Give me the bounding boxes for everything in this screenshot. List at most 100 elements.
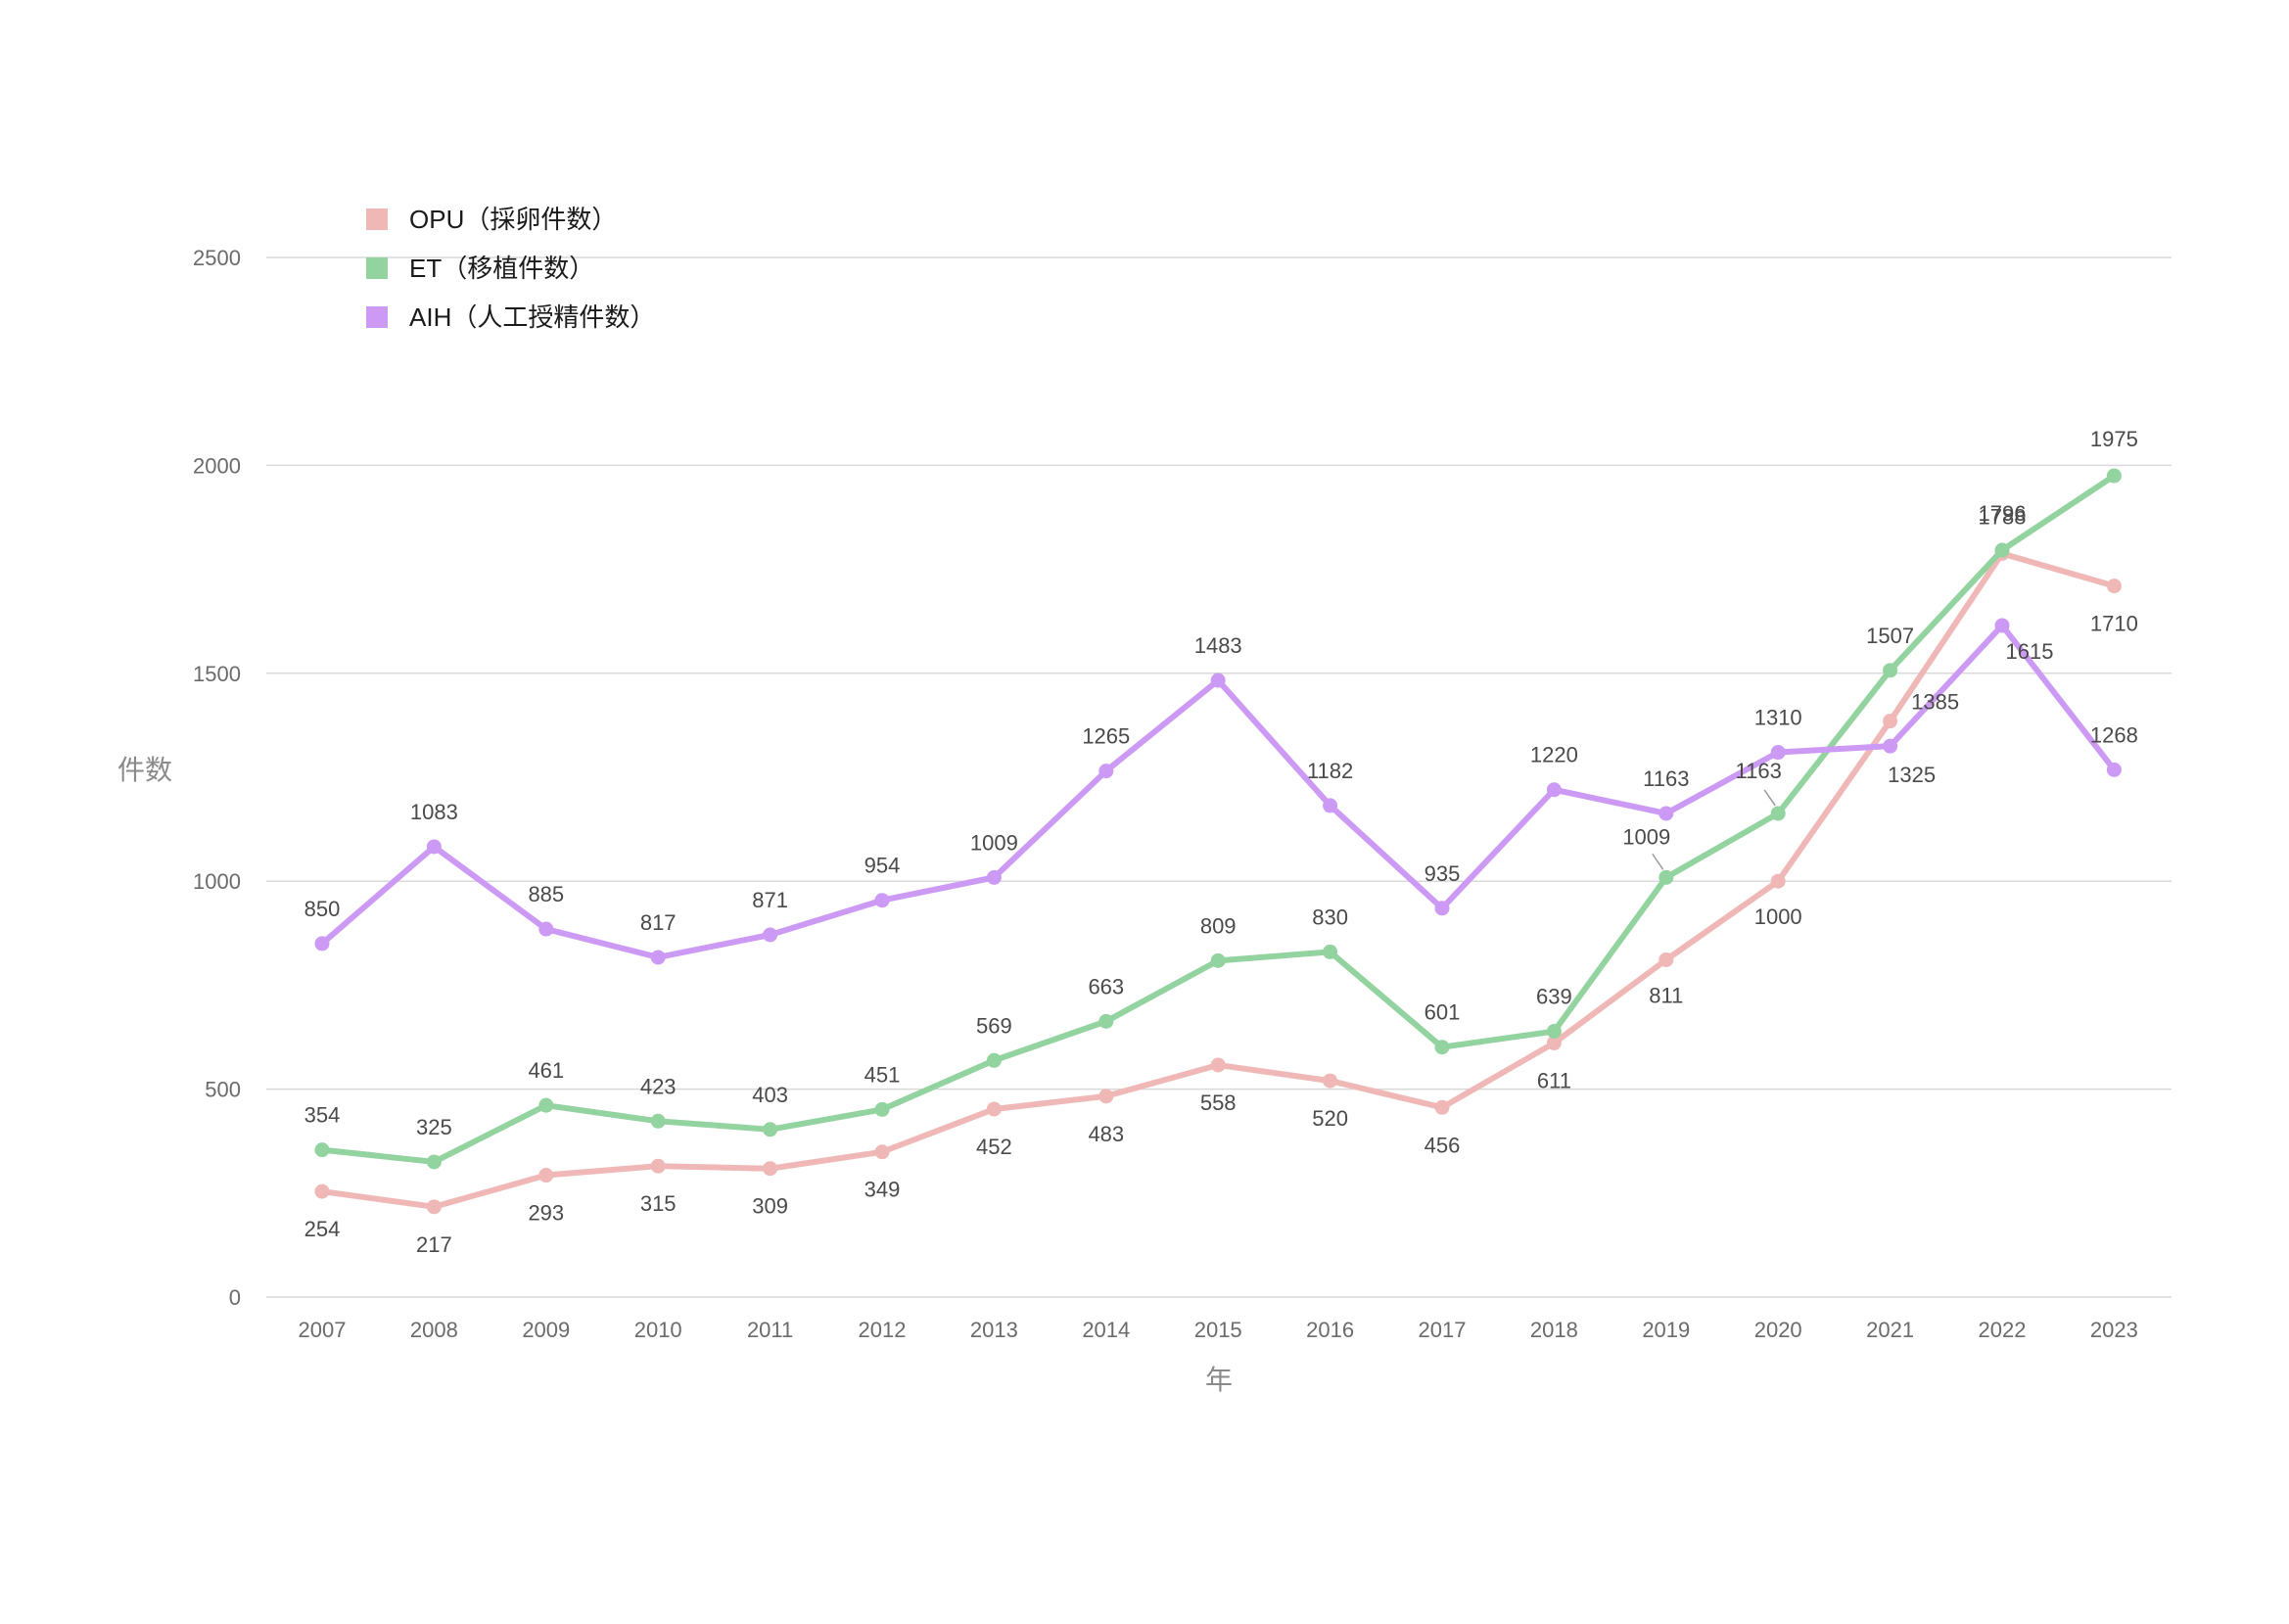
data-point-et-2017 [1434, 1040, 1450, 1055]
data-label-opu-2012: 349 [864, 1178, 901, 1202]
data-point-aih-2008 [426, 839, 442, 855]
data-point-opu-2009 [538, 1168, 554, 1183]
x-tick-label-2021: 2021 [1866, 1318, 1914, 1342]
data-label-opu-2011: 309 [752, 1194, 788, 1219]
data-label-aih-2022: 1615 [2006, 639, 2054, 664]
legend-item-et[interactable]: ET（移植件数） [366, 254, 594, 283]
data-label-opu-2013: 452 [976, 1135, 1012, 1159]
x-tick-label-2016: 2016 [1306, 1318, 1354, 1342]
series-layer [314, 468, 2122, 1215]
data-label-opu-2020: 1000 [1754, 905, 1802, 929]
data-point-opu-2008 [426, 1199, 442, 1215]
series-et [314, 468, 2122, 1170]
data-point-opu-2020 [1770, 873, 1786, 889]
data-label-et-2023: 1975 [2090, 427, 2138, 451]
data-label-aih-2012: 954 [864, 854, 901, 878]
data-label-et-2014: 663 [1088, 974, 1124, 998]
data-label-et-2007: 354 [304, 1103, 341, 1128]
data-label-et-2012: 451 [864, 1062, 901, 1087]
data-label-et-2010: 423 [640, 1074, 677, 1098]
x-tick-label-2007: 2007 [299, 1318, 347, 1342]
x-tick-label-2020: 2020 [1754, 1318, 1802, 1342]
data-label-et-2022: 1796 [1979, 501, 2027, 526]
data-point-aih-2013 [986, 869, 1002, 885]
data-label-et-2011: 403 [752, 1083, 788, 1107]
label-layer: 254 217 293 315 309 349 452 483 558 520 456 611 811 1… [304, 427, 2138, 1257]
data-point-opu-2010 [650, 1158, 666, 1174]
data-label-opu-2009: 293 [528, 1201, 564, 1226]
data-point-et-2009 [538, 1097, 554, 1113]
data-point-opu-2023 [2106, 579, 2122, 594]
data-label-aih-2023: 1268 [2090, 722, 2138, 747]
data-point-et-2015 [1210, 952, 1226, 968]
data-label-et-2009: 461 [528, 1058, 564, 1083]
data-point-et-2019 [1658, 869, 1674, 885]
data-label-opu-2017: 456 [1425, 1133, 1461, 1157]
legend-swatch-et [366, 257, 388, 279]
x-tick-label-2022: 2022 [1979, 1318, 2027, 1342]
data-label-opu-2021: 1385 [1911, 690, 1959, 715]
legend-label-aih: AIH（人工授精件数） [409, 302, 655, 332]
data-point-opu-2007 [314, 1183, 330, 1199]
x-tick-label-2008: 2008 [410, 1318, 458, 1342]
data-label-et-2019: 1009 [1622, 824, 1670, 849]
data-label-et-2013: 569 [976, 1013, 1012, 1038]
data-label-aih-2007: 850 [304, 897, 341, 921]
data-point-aih-2020 [1770, 745, 1786, 761]
data-label-et-2008: 325 [416, 1115, 452, 1139]
y-tick-label-1500: 1500 [193, 662, 241, 686]
data-point-opu-2021 [1883, 714, 1898, 729]
data-label-opu-2016: 520 [1312, 1106, 1348, 1131]
data-point-et-2023 [2106, 468, 2122, 484]
x-tick-label-2018: 2018 [1530, 1318, 1578, 1342]
legend: OPU（採卵件数） ET（移植件数） AIH（人工授精件数） [366, 205, 655, 332]
data-point-aih-2010 [650, 950, 666, 965]
data-point-aih-2011 [763, 927, 778, 943]
data-label-aih-2014: 1265 [1082, 724, 1130, 749]
x-tick-label-2015: 2015 [1194, 1318, 1242, 1342]
legend-swatch-aih [366, 306, 388, 328]
data-point-opu-2011 [763, 1161, 778, 1177]
data-label-et-2018: 639 [1536, 985, 1572, 1009]
leader-line-et-2020 [1763, 789, 1776, 807]
series-aih [314, 618, 2122, 965]
y-tick-label-2000: 2000 [193, 453, 241, 478]
data-point-et-2018 [1546, 1024, 1562, 1040]
data-label-aih-2016: 1182 [1307, 759, 1353, 783]
data-label-aih-2009: 885 [528, 882, 564, 906]
leader-line-et-2019 [1652, 853, 1664, 870]
data-point-aih-2007 [314, 936, 330, 951]
data-point-opu-2019 [1658, 951, 1674, 967]
x-tick-label-2012: 2012 [859, 1318, 907, 1342]
data-point-opu-2014 [1098, 1089, 1114, 1104]
legend-item-opu[interactable]: OPU（採卵件数） [366, 205, 617, 234]
data-label-aih-2013: 1009 [970, 830, 1018, 855]
x-tick-label-2013: 2013 [970, 1318, 1018, 1342]
data-label-opu-2010: 315 [640, 1191, 677, 1216]
y-tick-label-1000: 1000 [193, 869, 241, 894]
y-axis-title: 件数 [117, 755, 172, 785]
data-label-opu-2007: 254 [304, 1217, 341, 1241]
data-point-et-2012 [874, 1101, 890, 1117]
data-point-et-2013 [986, 1052, 1002, 1068]
x-axis-title: 年 [1205, 1365, 1233, 1395]
series-opu [314, 545, 2122, 1215]
y-tick-label-500: 500 [205, 1078, 241, 1102]
data-label-aih-2020: 1310 [1754, 706, 1802, 730]
data-point-aih-2018 [1546, 782, 1562, 798]
data-point-et-2007 [314, 1142, 330, 1158]
data-point-opu-2018 [1546, 1035, 1562, 1050]
data-point-et-2022 [1994, 542, 2010, 558]
data-point-aih-2021 [1883, 738, 1898, 754]
legend-item-aih[interactable]: AIH（人工授精件数） [366, 302, 655, 332]
data-label-opu-2019: 811 [1649, 983, 1683, 1007]
data-label-opu-2023: 1710 [2090, 612, 2138, 636]
data-point-aih-2022 [1994, 618, 2010, 633]
data-point-opu-2015 [1210, 1057, 1226, 1073]
x-tick-label-2019: 2019 [1642, 1318, 1690, 1342]
data-label-aih-2010: 817 [640, 910, 677, 935]
data-label-aih-2021: 1325 [1888, 763, 1936, 787]
x-tick-label-2010: 2010 [634, 1318, 682, 1342]
